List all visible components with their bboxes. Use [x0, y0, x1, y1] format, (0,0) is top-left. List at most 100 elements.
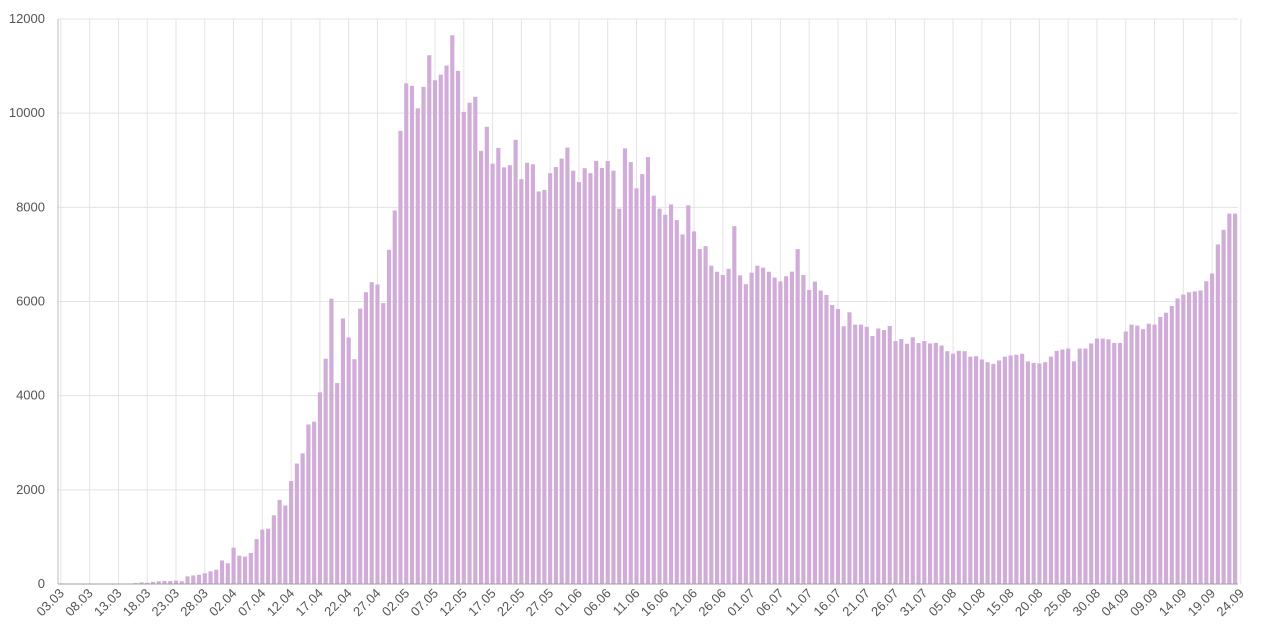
bar — [680, 234, 685, 584]
bar — [254, 539, 259, 584]
bar — [605, 160, 610, 585]
bar — [686, 205, 691, 584]
bar — [317, 392, 322, 584]
bar — [266, 528, 271, 584]
bar — [668, 204, 674, 584]
bar — [720, 275, 725, 584]
bar — [185, 576, 190, 584]
x-tick-label: 21.07 — [839, 586, 873, 620]
bar — [1204, 281, 1209, 584]
bar — [830, 305, 835, 584]
bar — [916, 343, 921, 584]
bar — [519, 179, 524, 584]
bar — [703, 246, 708, 584]
x-tick-label: 21.06 — [667, 586, 701, 620]
bar — [853, 324, 858, 584]
bar — [525, 162, 530, 585]
bar — [156, 581, 161, 584]
bar — [306, 424, 311, 584]
bar — [1140, 329, 1146, 584]
bar — [1181, 294, 1186, 584]
bar — [1215, 244, 1220, 584]
bar — [628, 162, 633, 584]
bar — [1192, 291, 1197, 584]
bar — [542, 189, 547, 584]
bar — [196, 574, 202, 584]
bar — [1037, 363, 1042, 584]
bar — [1198, 290, 1203, 584]
y-tick-label: 6000 — [16, 294, 45, 309]
x-tick-label: 30.08 — [1069, 586, 1103, 620]
bar — [812, 281, 817, 584]
bar — [248, 553, 253, 584]
bar — [904, 343, 910, 584]
bar — [352, 359, 357, 584]
bar — [363, 292, 369, 584]
bar — [1043, 362, 1048, 584]
x-tick-label: 24.09 — [1213, 586, 1247, 620]
x-axis-ticks: 03.0308.0313.0318.0323.0328.0302.0407.04… — [33, 586, 1247, 620]
bar — [398, 130, 403, 584]
bar — [237, 555, 242, 584]
bar — [1221, 229, 1226, 584]
x-tick-label: 07.05 — [408, 586, 442, 620]
axes — [57, 19, 1238, 585]
x-tick-label: 17.04 — [292, 586, 326, 620]
bar — [801, 275, 806, 584]
bar — [732, 226, 737, 584]
bar — [271, 515, 276, 584]
bar — [231, 547, 236, 584]
bar — [997, 360, 1002, 584]
bar — [927, 343, 933, 584]
bar — [1146, 323, 1151, 584]
bar — [922, 341, 927, 584]
bar — [386, 249, 392, 584]
bar — [219, 560, 225, 584]
bar — [968, 356, 973, 584]
bar — [502, 167, 507, 584]
bar — [858, 324, 864, 584]
bar — [214, 569, 219, 584]
bar — [991, 363, 996, 584]
y-tick-label: 2000 — [16, 482, 45, 497]
bar — [841, 326, 846, 584]
y-tick-label: 8000 — [16, 199, 45, 214]
bar — [375, 284, 380, 584]
bar — [530, 164, 535, 585]
bar — [755, 265, 760, 584]
bar — [1077, 348, 1082, 584]
bar — [467, 102, 472, 584]
x-tick-label: 07.04 — [235, 586, 269, 620]
bar — [1152, 324, 1157, 584]
bar — [945, 351, 950, 584]
bar — [381, 303, 386, 584]
bar — [300, 453, 305, 584]
bar — [933, 342, 938, 584]
bar — [974, 356, 979, 584]
bar — [312, 421, 317, 584]
x-tick-label: 11.06 — [610, 586, 643, 619]
bar — [225, 563, 230, 584]
y-axis-ticks: 0 2000 4000 6000 8000 10000 12000 — [9, 11, 45, 591]
bar — [548, 173, 553, 585]
x-tick-label: 12.04 — [264, 586, 298, 620]
bar — [645, 157, 651, 584]
x-tick-label: 01.07 — [724, 586, 758, 620]
x-tick-label: 02.04 — [206, 586, 240, 620]
bar — [444, 65, 449, 585]
bar — [260, 529, 265, 584]
bar — [496, 147, 501, 585]
bar — [715, 271, 720, 584]
bar — [473, 96, 478, 584]
bar — [139, 582, 144, 584]
bars — [58, 35, 1238, 585]
bar — [1014, 354, 1019, 584]
bar — [634, 188, 639, 585]
bar — [1123, 331, 1128, 584]
bar — [761, 267, 766, 584]
x-tick-label: 01.06 — [551, 586, 585, 620]
bar — [1048, 356, 1053, 584]
bar — [985, 362, 990, 584]
bar — [191, 575, 196, 584]
bar — [162, 581, 167, 584]
